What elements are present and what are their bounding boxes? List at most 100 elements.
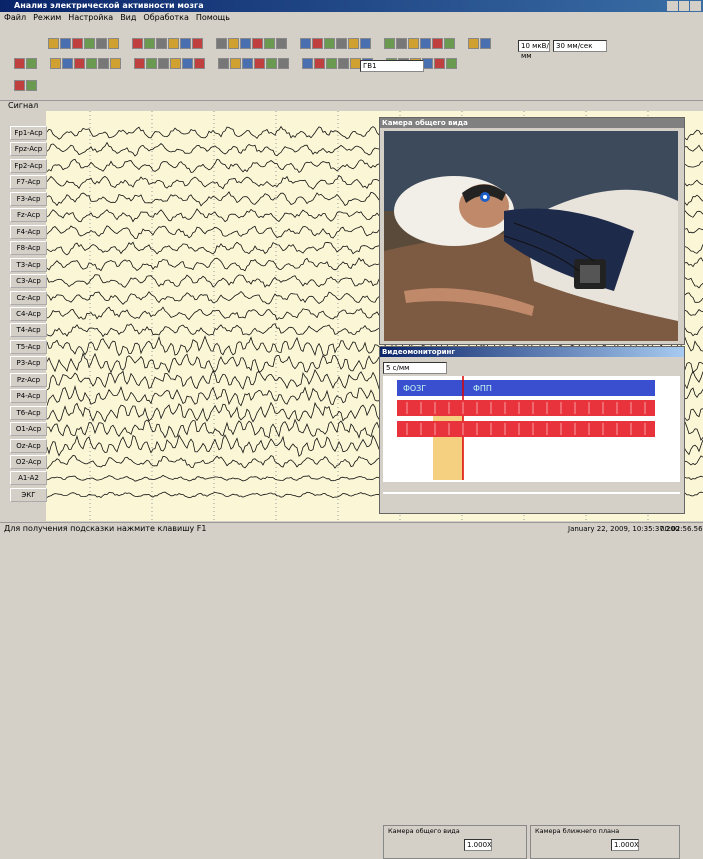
channel-label[interactable]: Cz-Acp	[10, 290, 47, 305]
close[interactable]	[690, 1, 702, 11]
track	[397, 400, 655, 416]
tool-button[interactable]	[444, 38, 455, 49]
channel-label[interactable]: O1-Acp	[10, 422, 47, 437]
tool-button[interactable]	[468, 38, 479, 49]
tool-button[interactable]	[158, 58, 169, 69]
tool-button[interactable]	[432, 38, 443, 49]
tool-button[interactable]	[302, 58, 313, 69]
channel-label[interactable]: F3-Acp	[10, 191, 47, 206]
tool-button[interactable]	[276, 38, 287, 49]
channel-label[interactable]: Fp2-Acp	[10, 158, 47, 173]
channel-label[interactable]: C3-Acp	[10, 274, 47, 289]
channel-label[interactable]: Oz-Acp	[10, 438, 47, 453]
tool-button[interactable]	[228, 38, 239, 49]
tool-button[interactable]	[192, 38, 203, 49]
channel-label[interactable]: F4-Acp	[10, 224, 47, 239]
tool-button[interactable]	[60, 38, 71, 49]
tool-button[interactable]	[314, 58, 325, 69]
tool-button[interactable]	[420, 38, 431, 49]
tool-button[interactable]	[134, 58, 145, 69]
tool-button[interactable]	[324, 38, 335, 49]
tool-button[interactable]	[396, 38, 407, 49]
tool-button[interactable]	[146, 58, 157, 69]
tool-button[interactable]	[230, 58, 241, 69]
tool-button[interactable]	[338, 58, 349, 69]
tool-button[interactable]	[62, 58, 73, 69]
channel-label[interactable]: Fpz-Acp	[10, 142, 47, 157]
channel-label[interactable]: T5-Acp	[10, 339, 47, 354]
tool-button[interactable]	[14, 80, 25, 91]
channel-label[interactable]: F7-Acp	[10, 175, 47, 190]
channel-label[interactable]: T4-Acp	[10, 323, 47, 338]
minimize[interactable]	[667, 1, 678, 11]
tool-button[interactable]	[50, 58, 61, 69]
tool-button[interactable]	[108, 38, 119, 49]
tool-button[interactable]	[180, 38, 191, 49]
channel-label[interactable]: T6-Acp	[10, 405, 47, 420]
tool-button[interactable]	[348, 38, 359, 49]
tool-button[interactable]	[84, 38, 95, 49]
channel-label[interactable]: ЭКГ	[10, 487, 47, 502]
tool-button[interactable]	[182, 58, 193, 69]
tool-button[interactable]	[480, 38, 491, 49]
tool-button[interactable]	[278, 58, 289, 69]
tool-button[interactable]	[218, 58, 229, 69]
tool-button[interactable]	[242, 58, 253, 69]
tool-button[interactable]	[336, 38, 347, 49]
channel-label[interactable]: Pz-Acp	[10, 372, 47, 387]
status-time: January 22, 2009, 10:35:37.200	[568, 525, 680, 533]
tool-button[interactable]	[446, 58, 457, 69]
tool-button[interactable]	[14, 58, 25, 69]
menu-item[interactable]: Обработка	[143, 13, 189, 22]
tool-button[interactable]	[98, 58, 109, 69]
channel-label[interactable]: P4-Acp	[10, 389, 47, 404]
tool-button[interactable]	[326, 58, 337, 69]
channel-label[interactable]: A1-A2	[10, 471, 47, 486]
tool-button[interactable]	[170, 58, 181, 69]
speed-combo[interactable]: 30 мм/сек	[553, 40, 607, 52]
tool-button[interactable]	[264, 38, 275, 49]
scale-combo[interactable]: 5 с/мм	[383, 362, 447, 374]
tool-button[interactable]	[194, 58, 205, 69]
channel-label[interactable]: F8-Acp	[10, 241, 47, 256]
tool-button[interactable]	[216, 38, 227, 49]
channel-label[interactable]: T3-Acp	[10, 257, 47, 272]
tool-button[interactable]	[240, 38, 251, 49]
maximize[interactable]	[678, 1, 690, 11]
tool-button[interactable]	[144, 38, 155, 49]
channel-label[interactable]: Fp1-Acp	[10, 126, 47, 140]
tool-button[interactable]	[26, 80, 37, 91]
channel-label[interactable]: O2-Acp	[10, 455, 47, 469]
sensitivity-combo[interactable]: 10 мкВ/мм	[518, 40, 550, 60]
tool-button[interactable]	[384, 38, 395, 49]
channel-label[interactable]: C4-Acp	[10, 306, 47, 321]
tool-button[interactable]	[266, 58, 277, 69]
tool-button[interactable]	[408, 38, 419, 49]
tool-button[interactable]	[252, 38, 263, 49]
tool-button[interactable]	[254, 58, 265, 69]
channel-label[interactable]: P3-Acp	[10, 356, 47, 371]
tool-button[interactable]	[132, 38, 143, 49]
tool-button[interactable]	[48, 38, 59, 49]
tool-button[interactable]	[74, 58, 85, 69]
tool-button[interactable]	[312, 38, 323, 49]
menu-item[interactable]: Настройка	[68, 13, 114, 22]
menu-item[interactable]: Режим	[33, 13, 62, 22]
tool-button[interactable]	[72, 38, 83, 49]
montage-combo[interactable]: ГВ1	[360, 60, 424, 72]
tool-button[interactable]	[86, 58, 97, 69]
tool-button[interactable]	[156, 38, 167, 49]
menu-item[interactable]: Файл	[4, 13, 27, 22]
tool-button[interactable]	[360, 38, 371, 49]
channel-label[interactable]: Fz-Acp	[10, 208, 47, 223]
zoom-combo[interactable]: 1.000X	[464, 839, 492, 851]
tool-button[interactable]	[110, 58, 121, 69]
tool-button[interactable]	[300, 38, 311, 49]
tool-button[interactable]	[434, 58, 445, 69]
tool-button[interactable]	[96, 38, 107, 49]
zoom-combo[interactable]: 1.000X	[611, 839, 639, 851]
tool-button[interactable]	[168, 38, 179, 49]
menu-item[interactable]: Помощь	[195, 13, 230, 22]
tool-button[interactable]	[26, 58, 37, 69]
menu-item[interactable]: Вид	[120, 13, 137, 22]
